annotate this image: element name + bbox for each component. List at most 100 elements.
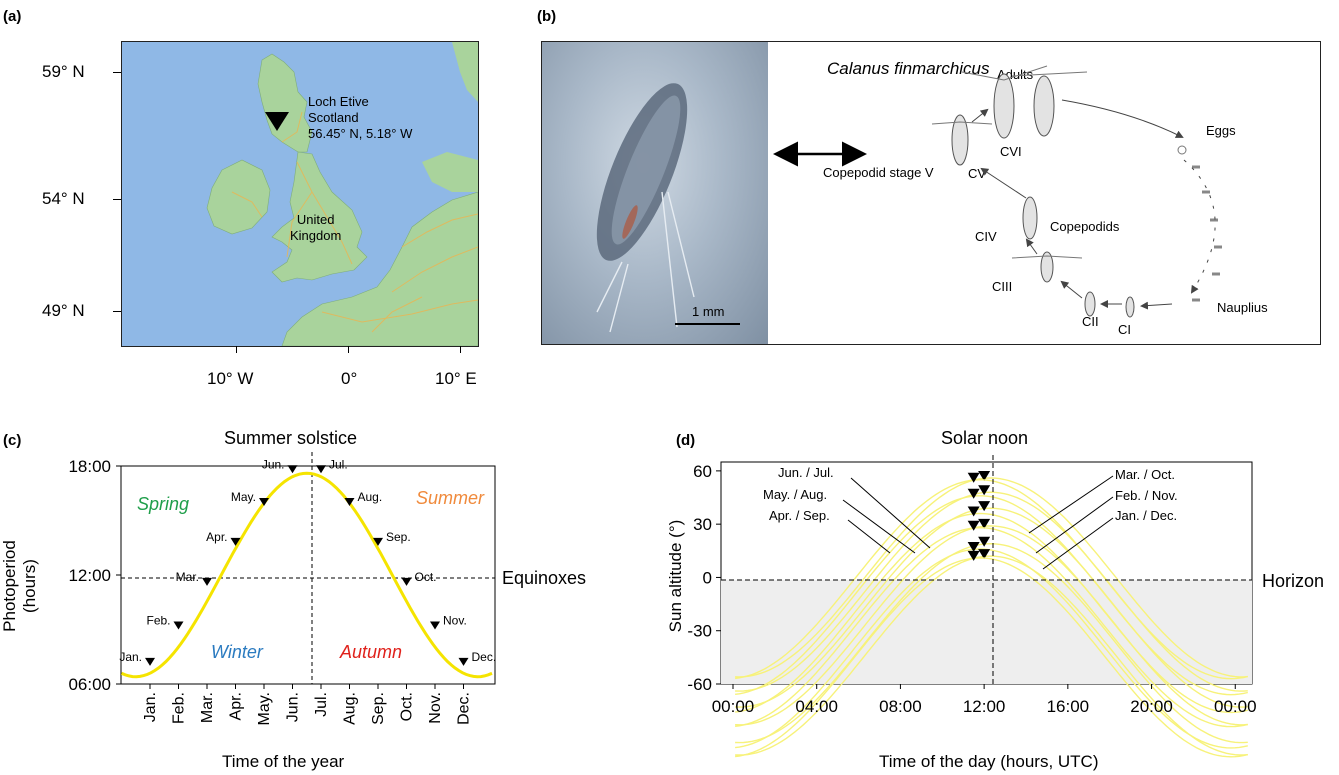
- label-mar-oct: Mar. / Oct.: [1115, 467, 1175, 482]
- lon-tickmark: [348, 346, 349, 353]
- site-country: Scotland: [308, 110, 359, 125]
- month-marker: [230, 537, 241, 546]
- season-spring: Spring: [137, 494, 190, 514]
- x-tick-label: 12:00: [963, 697, 1006, 716]
- scale-bar-label: 1 mm: [692, 304, 725, 319]
- x-tick-label: Jun.: [285, 692, 302, 722]
- stage-civ: CIV: [975, 229, 997, 244]
- altitude-curve: [735, 525, 1248, 726]
- month-marker: [145, 657, 155, 666]
- x-tick-label: Jul.: [313, 692, 330, 717]
- x-tick-label: Aug.: [342, 692, 359, 725]
- copepod-figure: 1 mm Calanus finmarchicus Copepodid stag…: [541, 41, 1321, 345]
- country-line-1: United: [296, 212, 335, 227]
- altitude-curve: [735, 557, 1248, 758]
- x-tick-label: Feb.: [171, 692, 188, 724]
- lat-tickmark: [113, 72, 121, 73]
- copepod-drawing: [596, 83, 740, 333]
- altitude-curve: [735, 495, 1248, 696]
- panel-d-label: (d): [676, 432, 696, 449]
- x-tick-label: 08:00: [879, 697, 922, 716]
- x-tick-label: 04:00: [795, 697, 838, 716]
- noon-marker: [967, 506, 980, 517]
- noon-marker: [967, 488, 980, 499]
- x-tick-label: Sep.: [370, 692, 387, 725]
- site-label: Loch Etive Scotland 56.45° N, 5.18° W: [308, 94, 412, 142]
- label-leader-line: [1028, 475, 1114, 534]
- lon-tick-10w: 10° W: [207, 369, 254, 388]
- noon-marker: [967, 542, 980, 553]
- stage-eggs: Eggs: [1206, 123, 1236, 138]
- month-marker: [373, 537, 383, 546]
- month-marker-label: Jun.: [262, 457, 285, 471]
- solstice-label: Summer solstice: [224, 428, 358, 448]
- lat-tick-54: 54° N: [42, 189, 85, 208]
- noon-marker: [978, 518, 991, 529]
- panel-b-label: (b): [537, 8, 557, 25]
- label-leader-line: [847, 519, 891, 554]
- noon-marker: [978, 470, 991, 481]
- chart-d-data-layer: 00:00 04:00 08:00 12:00 16:00 20:00 00:00 60 30 0…: [687, 462, 1257, 758]
- season-summer: Summer: [416, 488, 485, 508]
- x-tick-label: Dec.: [456, 692, 473, 725]
- x-tick-label: 00:00: [712, 697, 755, 716]
- month-marker-label: Aug.: [358, 490, 383, 504]
- equinox-label: Equinoxes: [502, 568, 587, 588]
- site-name: Loch Etive: [308, 94, 369, 109]
- copepod-photo: 1 mm: [542, 42, 768, 344]
- stage-cvi: CVI: [1000, 144, 1022, 159]
- species-name: Calanus finmarchicus: [827, 59, 990, 78]
- noon-marker: [967, 520, 980, 531]
- month-marker-label: Oct.: [415, 570, 437, 584]
- month-marker-label: Apr.: [206, 530, 227, 544]
- noon-marker: [978, 549, 991, 560]
- horizon-label: Horizon: [1262, 571, 1325, 591]
- stage-copepodids: Copepodids: [1050, 219, 1120, 234]
- panel-c-label: (c): [3, 432, 22, 449]
- month-marker: [458, 657, 469, 666]
- chart-c-data-layer: Jan. Jan. Feb. Feb. Mar. Mar. Apr. Apr. May. May.…: [68, 457, 496, 725]
- season-winter: Winter: [211, 642, 263, 662]
- photoperiod-curve: [120, 471, 493, 679]
- lat-tick-59: 59° N: [42, 62, 85, 81]
- lon-tickmark: [460, 346, 461, 353]
- altitude-curve: [735, 542, 1248, 744]
- lat-tickmark: [113, 311, 121, 312]
- month-marker: [430, 621, 440, 630]
- stage-nauplius: Nauplius: [1217, 300, 1268, 315]
- y-tick-label: 12:00: [68, 566, 111, 585]
- x-tick-label: Nov.: [427, 692, 444, 724]
- label-jun-jul: Jun. / Jul.: [778, 465, 834, 480]
- label-feb-nov: Feb. / Nov.: [1115, 488, 1178, 503]
- month-marker: [202, 577, 212, 586]
- lon-tick-10e: 10° E: [435, 369, 477, 388]
- site-marker-icon: [265, 112, 289, 131]
- label-leader-line: [850, 477, 931, 549]
- x-tick-label: Jan.: [142, 692, 159, 722]
- label-may-aug: May. / Aug.: [763, 487, 828, 502]
- chart-c-xlabel: Time of the year: [222, 752, 345, 771]
- month-marker: [401, 577, 412, 586]
- y-tick-label: 18:00: [68, 457, 111, 476]
- altitude-curve: [735, 477, 1248, 678]
- month-marker-label: Dec.: [472, 650, 497, 664]
- lat-tickmark: [113, 199, 121, 200]
- x-tick-label: Apr.: [228, 692, 245, 720]
- x-tick-label: Mar.: [199, 692, 216, 723]
- stage-ci: CI: [1118, 322, 1131, 337]
- y-tick-label: 06:00: [68, 675, 111, 694]
- month-marker-label: Feb.: [146, 614, 170, 628]
- altitude-curve: [735, 512, 1248, 714]
- panel-a-label: (a): [3, 8, 22, 25]
- label-leader-line: [842, 499, 916, 554]
- x-tick-label: 20:00: [1130, 697, 1173, 716]
- chart-d-ylabel: Sun altitude (°): [666, 519, 685, 633]
- month-marker-label: Nov.: [443, 614, 467, 628]
- altitude-curve: [735, 555, 1248, 756]
- month-marker-label: Sep.: [386, 530, 411, 544]
- label-apr-sep: Apr. / Sep.: [769, 508, 830, 523]
- x-tick-label: May.: [256, 692, 273, 725]
- noon-marker: [978, 485, 991, 496]
